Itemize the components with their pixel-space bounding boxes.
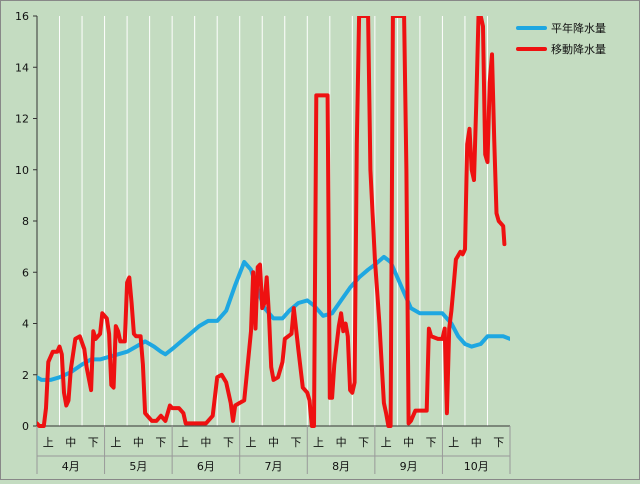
legend-label: 移動降水量 [551, 42, 606, 56]
dekad-label: 上 [110, 436, 121, 449]
dekad-label: 中 [336, 436, 347, 449]
y-tick-label: 6 [22, 266, 29, 279]
month-label: 10月 [464, 460, 489, 473]
dekad-label: 下 [493, 436, 504, 449]
dekad-label: 上 [178, 436, 189, 449]
month-label: 9月 [400, 460, 418, 473]
month-label: 7月 [265, 460, 283, 473]
y-tick-label: 0 [22, 420, 29, 433]
month-label: 5月 [129, 460, 147, 473]
dekad-label: 中 [268, 436, 279, 449]
month-label: 6月 [197, 460, 215, 473]
dekad-label: 上 [313, 436, 324, 449]
month-label: 8月 [332, 460, 350, 473]
dekad-label: 下 [291, 436, 302, 449]
dekad-label: 中 [65, 436, 76, 449]
dekad-label: 上 [43, 436, 54, 449]
moving-precipitation-line [37, 16, 507, 428]
y-tick-label: 10 [15, 164, 29, 177]
x-axis: 上中下上中下上中下上中下上中下上中下上中下4月 5月 6月 7月 8月 9月 10月 [36, 425, 511, 474]
dekad-label: 下 [155, 436, 166, 449]
month-label: 4月 [62, 460, 80, 473]
dekad-label: 中 [133, 436, 144, 449]
y-tick-label: 8 [22, 215, 29, 228]
legend-label: 平年降水量 [551, 21, 606, 35]
normal-precipitation-line [37, 254, 510, 382]
y-tick-label: 12 [15, 113, 29, 126]
dekad-label: 上 [448, 436, 459, 449]
series-group [37, 16, 510, 428]
y-axis: 0 2 4 6 8 10 12 14 16 [15, 10, 38, 433]
y-tick-label: 16 [15, 10, 29, 23]
dekad-label: 上 [245, 436, 256, 449]
dekad-label: 中 [471, 436, 482, 449]
y-tick-label: 2 [22, 369, 29, 382]
dekad-label: 上 [381, 436, 392, 449]
dekad-label: 下 [223, 436, 234, 449]
dekad-label: 下 [88, 436, 99, 449]
dekad-label: 下 [426, 436, 437, 449]
dekad-label: 中 [200, 436, 211, 449]
dekad-label: 下 [358, 436, 369, 449]
y-tick-label: 14 [15, 61, 29, 74]
y-tick-label: 4 [22, 318, 29, 331]
dekad-label: 中 [403, 436, 414, 449]
